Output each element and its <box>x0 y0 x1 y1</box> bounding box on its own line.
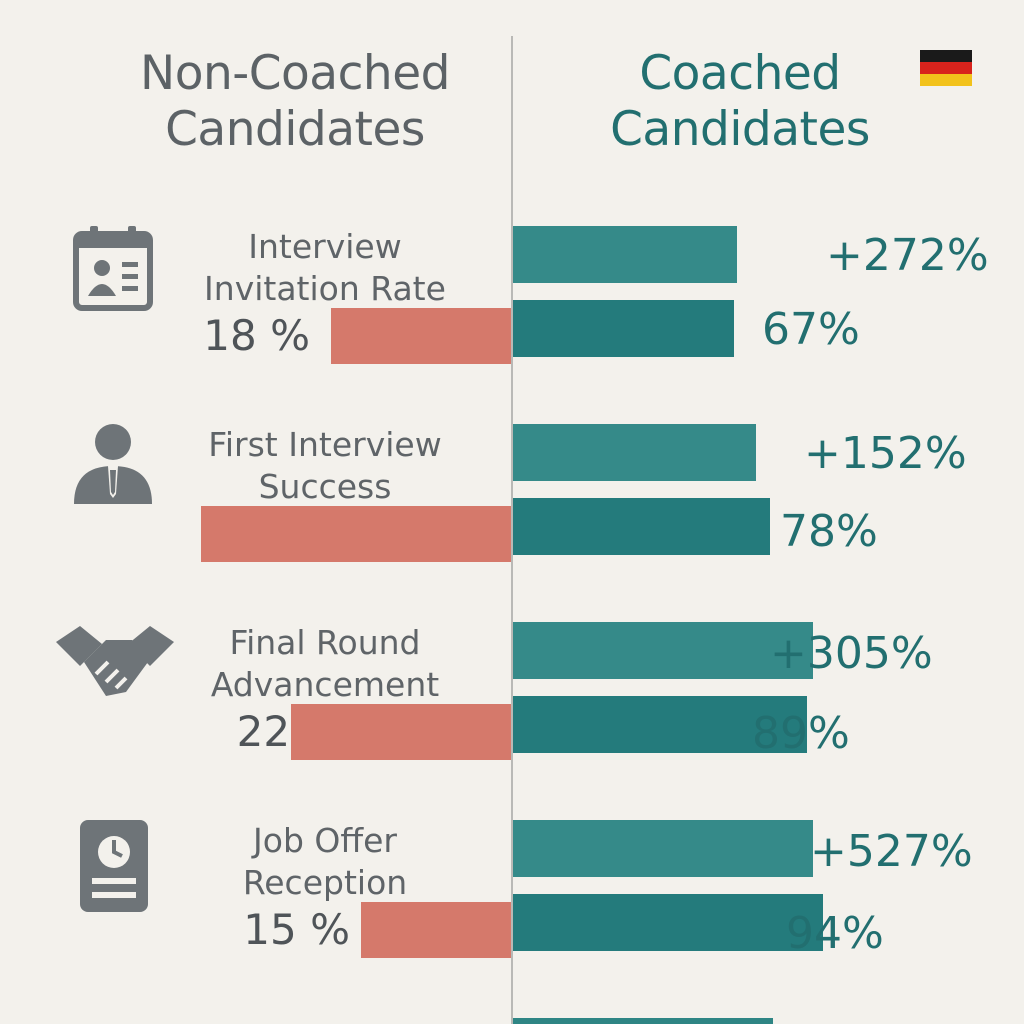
non-coached-value-label: 15 % <box>243 905 350 954</box>
improvement-bar <box>513 226 737 283</box>
metric-section: Interview Invitation Rate 18 % +272% 67% <box>0 226 1024 426</box>
partial-coached-bar <box>513 1018 773 1024</box>
offer-document-icon <box>80 820 148 912</box>
header-non-coached: Non-Coached Candidates <box>140 46 450 157</box>
flag-stripe-gold <box>920 74 972 86</box>
non-coached-value-label: 18 % <box>203 311 310 360</box>
non-coached-bar <box>361 902 511 958</box>
improvement-label: +152% <box>804 428 967 479</box>
improvement-bar <box>513 424 756 481</box>
improvement-bar <box>513 820 813 877</box>
improvement-label: +272% <box>826 230 989 281</box>
coached-value-label: 78% <box>780 506 878 557</box>
id-card-icon <box>73 226 153 311</box>
coached-bar <box>513 498 770 555</box>
metric-label: Interview Invitation Rate <box>204 227 446 308</box>
handshake-icon <box>56 626 174 696</box>
coached-bar <box>513 894 823 951</box>
coached-value-label: 94% <box>786 908 884 959</box>
metric-label: Final Round Advancement <box>210 623 440 704</box>
flag-stripe-red <box>920 62 972 74</box>
non-coached-bar <box>331 308 511 364</box>
germany-flag-icon <box>920 50 972 86</box>
metric-label: First Interview Success <box>208 425 442 506</box>
coached-value-label: 89% <box>752 708 850 759</box>
improvement-label: +527% <box>810 826 973 877</box>
header-coached: Coached Candidates <box>610 46 870 157</box>
metric-section: First Interview Success 31% +152% 78% <box>0 424 1024 624</box>
metric-label: Job Offer Reception <box>242 821 408 902</box>
coached-value-label: 67% <box>762 304 860 355</box>
metric-section: Job Offer Reception 15 % +527% 94% <box>0 820 1024 1020</box>
center-divider <box>511 36 513 1024</box>
non-coached-bar <box>291 704 511 760</box>
person-icon <box>74 424 152 504</box>
coached-bar <box>513 696 807 753</box>
improvement-bar <box>513 622 813 679</box>
flag-stripe-black <box>920 50 972 62</box>
metric-section: Final Round Advancement 22% +305% 89% <box>0 622 1024 822</box>
non-coached-bar <box>201 506 511 562</box>
improvement-label: +305% <box>770 628 933 679</box>
coached-bar <box>513 300 734 357</box>
